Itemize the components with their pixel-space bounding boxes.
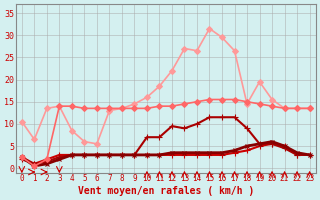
X-axis label: Vent moyen/en rafales ( km/h ): Vent moyen/en rafales ( km/h ) [77,186,254,196]
